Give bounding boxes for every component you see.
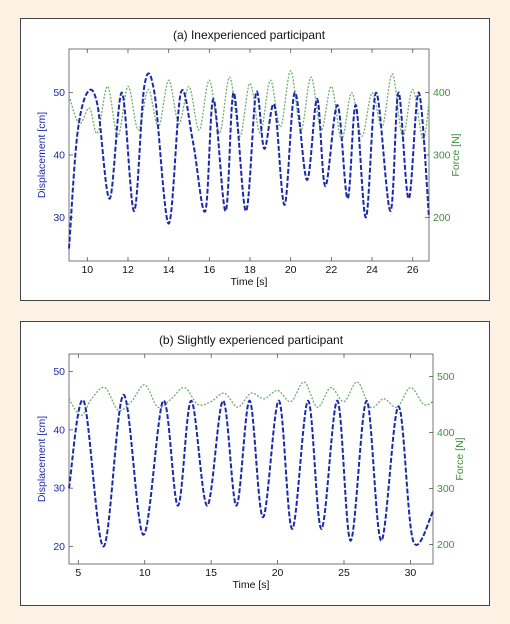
chart-b-y2tick-label: 300 [437,483,455,495]
chart-a-plot-frame [68,48,430,262]
chart-a-xtick-label: 14 [163,264,175,276]
chart-a-ytick-label: 30 [53,212,65,224]
chart-a-xtick-label: 18 [244,264,256,276]
chart-a-y2label: Force [N] [450,133,462,176]
chart-a-displacement-line [68,72,430,249]
chart-a-y2tick-label: 400 [433,87,451,99]
chart-b-plot-frame [68,353,434,565]
chart-b-y2tick-label: 200 [437,539,455,551]
chart-a-ytick-label: 50 [53,87,65,99]
chart-b-xtick-label: 15 [205,567,217,579]
chart-b-xtick-label: 10 [139,567,151,579]
chart-b-ylabel: Displacement [cm] [36,416,48,502]
chart-a-svg: (a) Inexperienced participant 10 12 14 16 18 2… [36,28,462,288]
chart-b-y2tick-label: 500 [437,371,455,383]
chart-panel-a: (a) Inexperienced participant 10 12 14 16 18 2… [20,18,490,301]
chart-b-svg: (b) Slightly experienced participant 5 10 1… [36,333,466,591]
chart-a-xlabel: Time [s] [231,276,268,288]
chart-b-ytick-label: 50 [53,366,65,378]
chart-b-title: (b) Slightly experienced participant [159,333,344,347]
chart-b-ytick-label: 40 [53,424,65,436]
chart-a-xtick-label: 24 [366,264,378,276]
chart-a-y2tick-label: 300 [433,150,451,162]
chart-b-ytick-label: 30 [53,483,65,495]
chart-a-ytick-label: 40 [53,150,65,162]
chart-b-xlabel: Time [s] [233,579,270,591]
chart-b-xtick-label: 20 [272,567,284,579]
chart-a-xtick-label: 22 [326,264,338,276]
chart-a-title: (a) Inexperienced participant [173,28,326,42]
chart-b-xtick-label: 30 [405,567,417,579]
chart-a-xtick-label: 16 [203,264,215,276]
chart-b-y2tick-label: 400 [437,427,455,439]
chart-a-y2tick-label: 200 [433,212,451,224]
chart-b-xtick-label: 5 [75,567,81,579]
chart-b-xtick-label: 25 [338,567,350,579]
chart-b-force-line [68,381,434,417]
chart-b-ytick-label: 20 [53,541,65,553]
chart-a-ylabel: Displacement [cm] [36,112,48,198]
chart-b-displacement-line [68,393,434,548]
chart-a-xtick-label: 20 [285,264,297,276]
chart-a-xtick-label: 10 [81,264,93,276]
chart-panel-b: (b) Slightly experienced participant 5 10 1… [20,321,490,606]
chart-a-xtick-label: 12 [122,264,134,276]
chart-a-force-line [68,70,430,141]
chart-a-xtick-label: 26 [407,264,419,276]
chart-b-y2label: Force [N] [454,437,466,480]
